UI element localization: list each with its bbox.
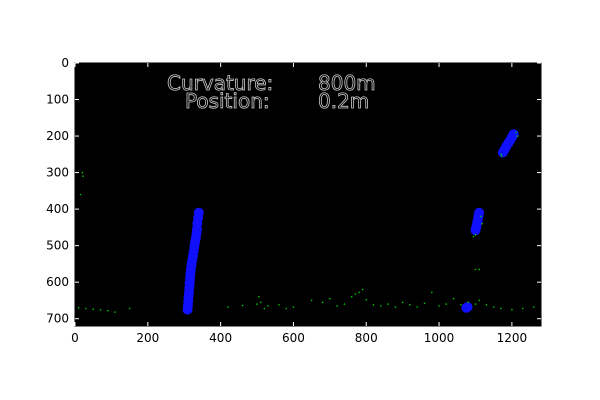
series-2-point-61	[500, 155, 503, 157]
series-2-point-2	[92, 308, 94, 311]
series-2-point-52	[474, 233, 477, 236]
series-2-point-39	[438, 305, 440, 307]
series-2-point-35	[409, 304, 411, 306]
series-2-point-60	[500, 153, 502, 156]
series-2-point-17	[278, 304, 280, 306]
series-2-point-57	[478, 268, 480, 271]
y-tick-label-2: 200	[46, 129, 69, 143]
series-2-point-28	[361, 288, 364, 291]
data-layer	[77, 129, 535, 315]
series-2-point-11	[241, 304, 244, 307]
series-2-point-22	[329, 297, 331, 300]
series-2-point-16	[267, 305, 269, 307]
plot-area	[75, 63, 541, 326]
series-2-point-33	[394, 306, 397, 308]
x-tick-label-5: 1000	[424, 331, 455, 345]
series-2-point-43	[467, 301, 470, 304]
y-tick-label-6: 600	[46, 275, 69, 289]
axis-layer: 0 200 400 600 800 1000 1200 0 100 200 300 400 500 600…	[46, 56, 541, 345]
series-2-point-46	[485, 304, 488, 306]
series-2-point-45	[478, 299, 480, 302]
series-2-point-19	[292, 306, 295, 308]
series-2-point-31	[380, 305, 382, 307]
y-tick-label-4: 400	[46, 202, 69, 216]
position-value: 0.2m	[318, 89, 369, 113]
series-2-point-29	[365, 298, 368, 301]
y-tick-label-1: 100	[46, 93, 69, 107]
series-2-point-13	[258, 296, 260, 298]
x-tick-label-1: 200	[136, 331, 159, 345]
series-2-point-36	[416, 306, 419, 308]
series-2-point-47	[492, 306, 495, 308]
series-2-point-30	[372, 304, 375, 306]
series-1-point-12	[470, 225, 481, 236]
series-2-point-20	[310, 299, 313, 302]
series-0-point-21	[182, 304, 193, 315]
plot-frame	[74, 62, 542, 327]
y-tick-label-3: 300	[46, 166, 69, 180]
x-tick-label-0: 0	[71, 331, 79, 345]
series-2-point-3	[99, 309, 102, 311]
series-2-point-25	[350, 296, 353, 298]
series-2-point-59	[516, 135, 519, 137]
series-2-point-21	[321, 301, 324, 304]
series-2-point-8	[82, 175, 84, 177]
series-2-point-23	[336, 305, 338, 307]
series-2-point-56	[474, 268, 477, 271]
series-2-point-41	[452, 297, 455, 300]
x-tick-label-6: 1200	[497, 331, 528, 345]
x-tick-label-4: 800	[355, 331, 378, 345]
series-2-point-37	[423, 302, 426, 305]
series-1-point-14	[461, 302, 472, 313]
series-2-point-49	[511, 308, 513, 311]
series-2-point-38	[431, 291, 433, 294]
curvature-value: 800m	[318, 71, 376, 95]
x-tick-label-3: 600	[282, 331, 305, 345]
position-label: Position:	[185, 89, 270, 113]
series-2-point-15	[263, 307, 266, 310]
series-2-point-0	[77, 306, 80, 309]
series-1-point-6	[497, 147, 508, 158]
series-2-point-14	[259, 301, 262, 304]
curvature-label: Curvature:	[167, 71, 273, 95]
series-2-point-55	[481, 222, 483, 225]
x-tick-label-2: 400	[209, 331, 232, 345]
y-tick-label-7: 700	[46, 312, 69, 326]
series-2-point-6	[128, 307, 131, 310]
series-2-point-5	[114, 311, 116, 313]
series-2-point-4	[107, 309, 109, 312]
series-2-point-26	[354, 293, 357, 295]
y-tick-label-0: 0	[61, 56, 69, 70]
series-2-point-27	[358, 291, 360, 294]
series-2-point-50	[522, 307, 524, 310]
series-2-point-44	[474, 303, 477, 305]
series-2-point-10	[227, 306, 229, 308]
series-2-point-51	[532, 306, 535, 308]
series-2-point-58	[515, 131, 517, 134]
series-2-point-9	[79, 193, 82, 196]
series-2-point-32	[387, 303, 389, 305]
series-2-point-54	[480, 215, 482, 218]
y-tick-label-5: 500	[46, 239, 69, 253]
series-2-point-34	[401, 301, 404, 304]
series-2-point-24	[343, 303, 346, 305]
series-2-point-53	[472, 235, 475, 238]
series-2-point-40	[445, 303, 448, 305]
series-2-point-18	[285, 307, 288, 310]
series-2-point-12	[256, 303, 258, 305]
series-2-point-7	[81, 171, 84, 174]
series-2-point-48	[500, 307, 502, 310]
series-2-point-42	[460, 304, 462, 306]
series-2-point-1	[85, 307, 87, 310]
